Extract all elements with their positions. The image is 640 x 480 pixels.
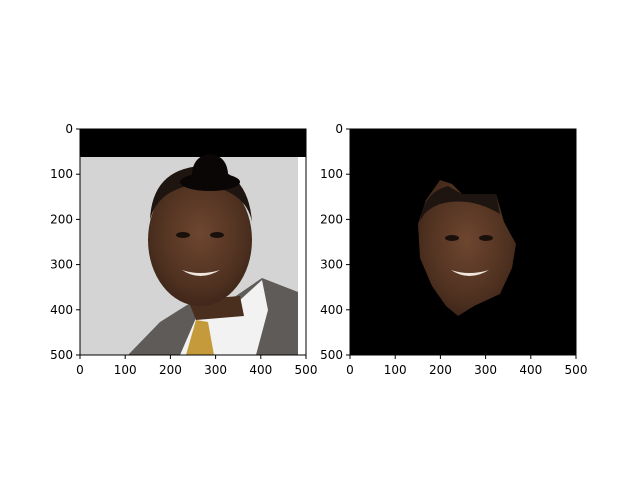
right-y-tick-label: 200: [320, 212, 343, 226]
right-x-tick-label: 200: [429, 363, 452, 377]
left-y-tick-label: 300: [50, 258, 73, 272]
top-padding-band: [80, 129, 306, 157]
cutout-hair: [420, 186, 500, 222]
cutout-right-eye: [479, 235, 493, 241]
right-y-tick-label: 400: [320, 303, 343, 317]
left-eye: [176, 232, 190, 238]
right-y-tick-label: 300: [320, 258, 343, 272]
right-x-tick-label: 500: [565, 363, 588, 377]
photo-image: [80, 129, 306, 355]
left-x-tick-label: 400: [249, 363, 272, 377]
left-x-tick-label: 0: [76, 363, 84, 377]
left-x-tick-label: 300: [204, 363, 227, 377]
face-cutout: [418, 180, 516, 316]
axes-frame-left: [79, 128, 307, 356]
right-x-tick-label: 100: [384, 363, 407, 377]
photo-right-edge: [298, 157, 306, 355]
left-y-tick-label: 200: [50, 212, 73, 226]
right-x-tick-label: 300: [474, 363, 497, 377]
right-y-tick-label: 100: [320, 167, 343, 181]
left-y-tick-label: 400: [50, 303, 73, 317]
bowler-hat: [180, 154, 240, 191]
left-x-tick-label: 200: [159, 363, 182, 377]
left-y-tick-label: 100: [50, 167, 73, 181]
right-y-tick-label: 500: [320, 348, 343, 362]
head: [148, 174, 252, 306]
smile: [182, 270, 220, 276]
cutout-left-eye: [445, 235, 459, 241]
left-y-tick-label: 500: [50, 348, 73, 362]
axes-frame-right: [349, 128, 577, 356]
left-x-tick-label: 100: [114, 363, 137, 377]
right-x-tick-label: 0: [346, 363, 354, 377]
necktie: [186, 320, 214, 355]
right-eye: [210, 232, 224, 238]
left-y-tick-label: 0: [65, 122, 73, 136]
cutout-smile: [451, 270, 489, 276]
masked-image: [350, 129, 576, 355]
right-y-tick-label: 0: [335, 122, 343, 136]
left-x-tick-label: 500: [295, 363, 318, 377]
right-x-tick-label: 400: [519, 363, 542, 377]
